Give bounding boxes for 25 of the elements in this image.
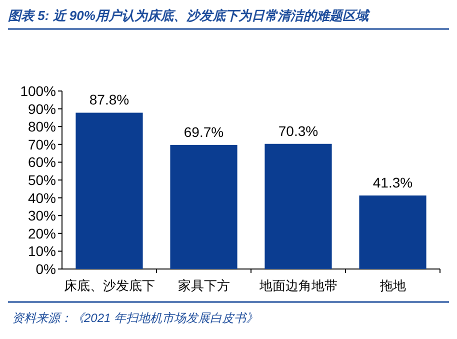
y-tick-label: 80% bbox=[28, 118, 56, 135]
bar bbox=[264, 144, 332, 269]
bar bbox=[359, 195, 426, 269]
text: 资料来源：《2021 年扫地机市场发展白皮书》 bbox=[12, 311, 258, 325]
y-tick-label: 30% bbox=[28, 208, 56, 224]
y-tick-label: 40% bbox=[28, 190, 56, 206]
y-tick-label: 50% bbox=[28, 172, 56, 188]
y-tick-label: 70% bbox=[28, 136, 56, 152]
data-label: 70.3% bbox=[278, 122, 318, 139]
x-tick-label: 家具下方 bbox=[178, 278, 230, 293]
x-tick-label: 地面边角地带 bbox=[258, 278, 338, 293]
x-tick-label: 拖地 bbox=[378, 278, 406, 293]
data-label: 41.3% bbox=[372, 174, 413, 190]
bar bbox=[76, 112, 143, 269]
data-label: 87.8% bbox=[89, 92, 130, 108]
y-tick-label: 90% bbox=[28, 100, 56, 117]
y-tick-label: 20% bbox=[28, 225, 56, 242]
x-tick-label: 床底、沙发底下 bbox=[64, 278, 155, 293]
y-tick-label: 60% bbox=[28, 154, 56, 170]
bar bbox=[170, 144, 238, 269]
y-tick-label: 100% bbox=[20, 83, 56, 99]
y-tick-label: 0% bbox=[36, 261, 56, 277]
chart-title: 图表 5: 近 90%用户认为床底、沙发底下为日常清洁的难题区域 bbox=[8, 8, 370, 23]
y-tick-label: 10% bbox=[28, 243, 56, 260]
data-label: 69.7% bbox=[184, 124, 224, 140]
